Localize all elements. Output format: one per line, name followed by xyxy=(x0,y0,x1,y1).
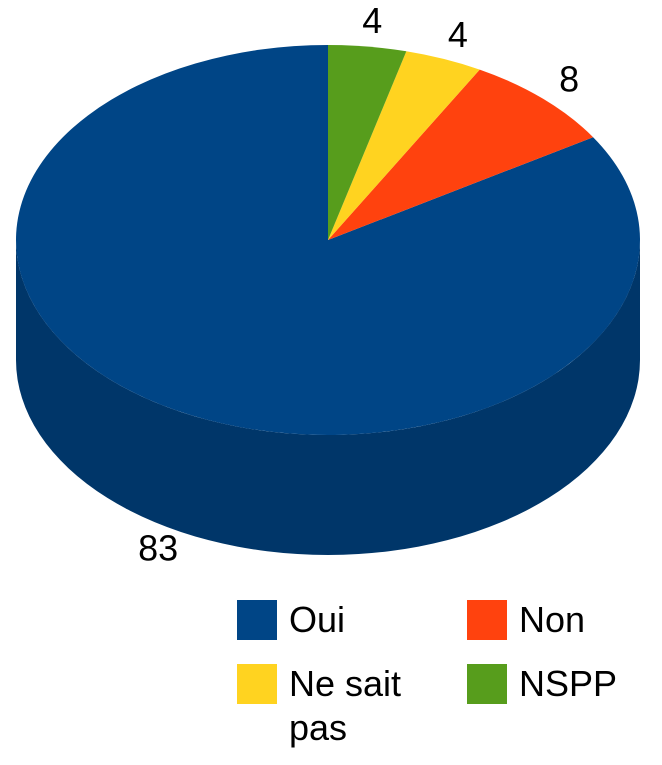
data-label: 83 xyxy=(138,527,178,568)
legend-label: Non xyxy=(519,599,586,640)
pie-chart: 83 8 4 4 xyxy=(15,0,640,568)
legend-item: Non xyxy=(467,598,662,642)
pie-slice xyxy=(15,45,640,435)
pie-side xyxy=(16,240,640,555)
legend-item: Ne sait pas xyxy=(237,662,439,750)
legend-swatch xyxy=(237,664,277,704)
legend-item: NSPP xyxy=(467,662,662,706)
legend-swatch xyxy=(467,664,507,704)
legend-item: Oui xyxy=(237,598,439,642)
legend-label: NSPP xyxy=(519,663,618,704)
data-label: 8 xyxy=(559,58,579,99)
data-label: 4 xyxy=(362,0,382,41)
pie-slice xyxy=(328,69,594,241)
pie-slice xyxy=(328,51,480,241)
legend-swatch xyxy=(467,600,507,640)
legend-label: Ne sait pas xyxy=(289,663,402,748)
legend-swatch xyxy=(237,600,277,640)
legend-label: Oui xyxy=(289,599,346,640)
data-label: 4 xyxy=(448,14,468,55)
pie-slice xyxy=(328,45,407,240)
